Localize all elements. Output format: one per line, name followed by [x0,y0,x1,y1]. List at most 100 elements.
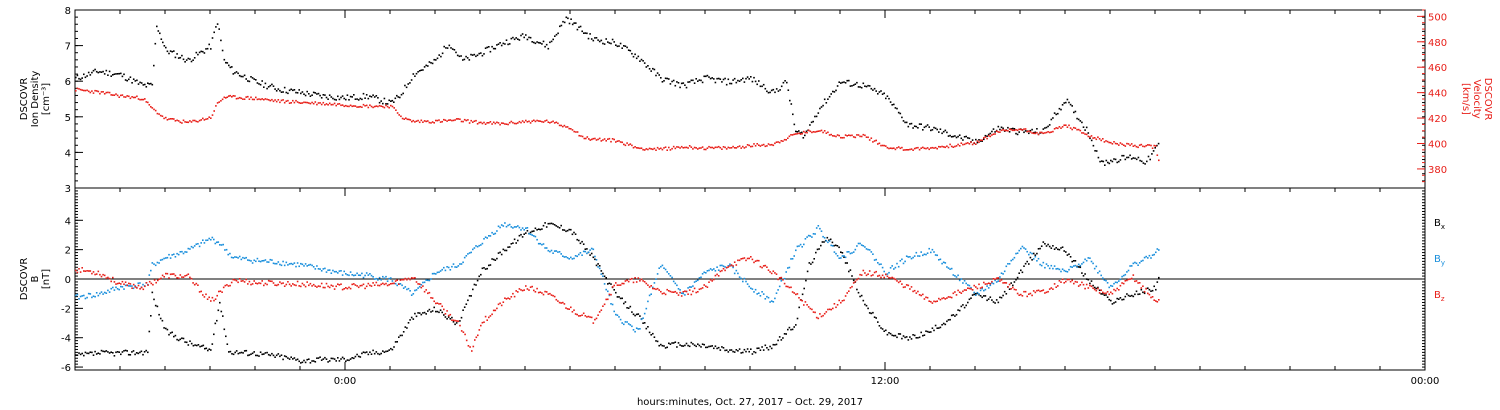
data-point [905,255,908,257]
data-point [173,253,175,256]
data-point [1100,293,1102,295]
data-point [247,354,249,357]
data-point [814,131,816,133]
data-point [759,349,762,351]
data-point [308,102,310,104]
data-point [737,350,739,352]
data-point [1045,131,1048,134]
data-point [563,21,566,24]
data-point [390,277,392,279]
data-point [841,137,844,139]
data-point [949,143,951,146]
data-point [393,107,395,109]
data-point [354,98,357,100]
data-point [510,226,513,228]
data-point [856,245,858,247]
data-point [1073,265,1075,267]
data-point [203,242,206,244]
data-point [912,127,914,129]
data-point [150,315,152,317]
data-point [944,146,947,149]
data-point [1039,247,1041,250]
data-point [225,61,227,64]
data-point [652,286,654,289]
data-point [896,262,898,265]
data-point [238,255,241,258]
data-point [200,290,202,293]
data-point [878,263,881,266]
data-point [441,120,443,123]
data-point [328,102,331,105]
data-point [1102,160,1105,163]
data-point [250,283,252,286]
data-point [1148,288,1151,291]
data-point [854,280,857,283]
data-point [285,91,288,94]
data-point [468,59,471,61]
data-point [425,313,427,315]
data-point [304,101,307,104]
data-point [447,266,450,269]
data-point [823,98,826,101]
data-point [852,136,855,138]
data-point [239,352,241,354]
data-point [398,283,400,285]
data-point [655,278,657,280]
data-point [685,342,688,345]
data-point [447,316,450,318]
data-point [526,227,529,229]
data-point [590,247,593,250]
data-point [1158,276,1160,279]
data-point [1005,282,1008,284]
data-point [785,139,787,141]
data-point [918,336,921,339]
data-point [846,292,848,294]
data-point [594,318,596,321]
data-point [140,350,143,353]
data-point [1156,154,1159,156]
data-point [457,320,460,322]
data-point [253,351,255,353]
data-point [242,352,244,354]
data-point [272,262,275,265]
data-point [732,265,734,267]
data-point [899,280,902,283]
data-point [298,360,300,363]
data-point [337,103,339,105]
data-point [1122,282,1125,285]
data-point [1020,293,1022,296]
data-point [897,281,900,284]
data-point [950,314,953,317]
data-point [666,77,668,80]
data-point [264,259,267,261]
data-point [256,354,259,357]
data-point [801,246,803,248]
data-point [767,348,770,351]
data-point [502,248,505,251]
data-point [975,294,977,296]
data-point [664,268,667,271]
data-point [753,261,755,264]
data-point [436,57,439,60]
data-point [414,121,416,123]
data-point [619,297,622,300]
data-point [269,258,272,261]
data-point [716,77,718,80]
data-point [817,130,820,132]
data-point [860,274,863,276]
data-point [472,248,474,251]
data-point [803,304,805,306]
data-point [949,296,951,298]
data-point [843,255,845,257]
data-point [957,143,959,146]
data-point [256,282,259,285]
data-point [256,98,259,101]
data-point [684,344,686,347]
data-point [592,248,595,251]
data-point [399,283,402,285]
data-point [380,100,382,102]
data-point [942,261,945,264]
data-point [934,127,937,130]
data-point [780,339,783,341]
data-point [629,143,632,145]
